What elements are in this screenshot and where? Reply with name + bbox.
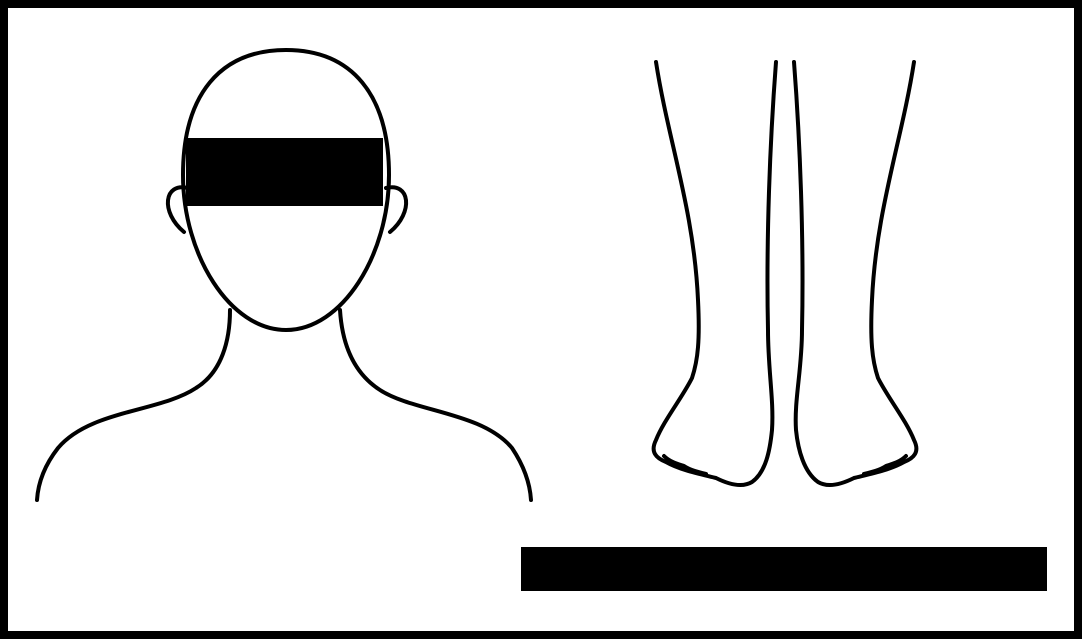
right-ear-outline [384, 185, 408, 234]
caption-redaction-bar [521, 547, 1047, 591]
legs-feet-icon [651, 60, 919, 487]
right-foot-toes [862, 454, 908, 476]
right-neck-shoulder-outline [338, 308, 533, 502]
left-neck-shoulder-outline [35, 308, 232, 502]
eye-censor-bar [186, 138, 383, 206]
head-outline [181, 48, 391, 332]
head-shoulders-icon [35, 48, 533, 502]
left-foot-toes [662, 454, 708, 476]
